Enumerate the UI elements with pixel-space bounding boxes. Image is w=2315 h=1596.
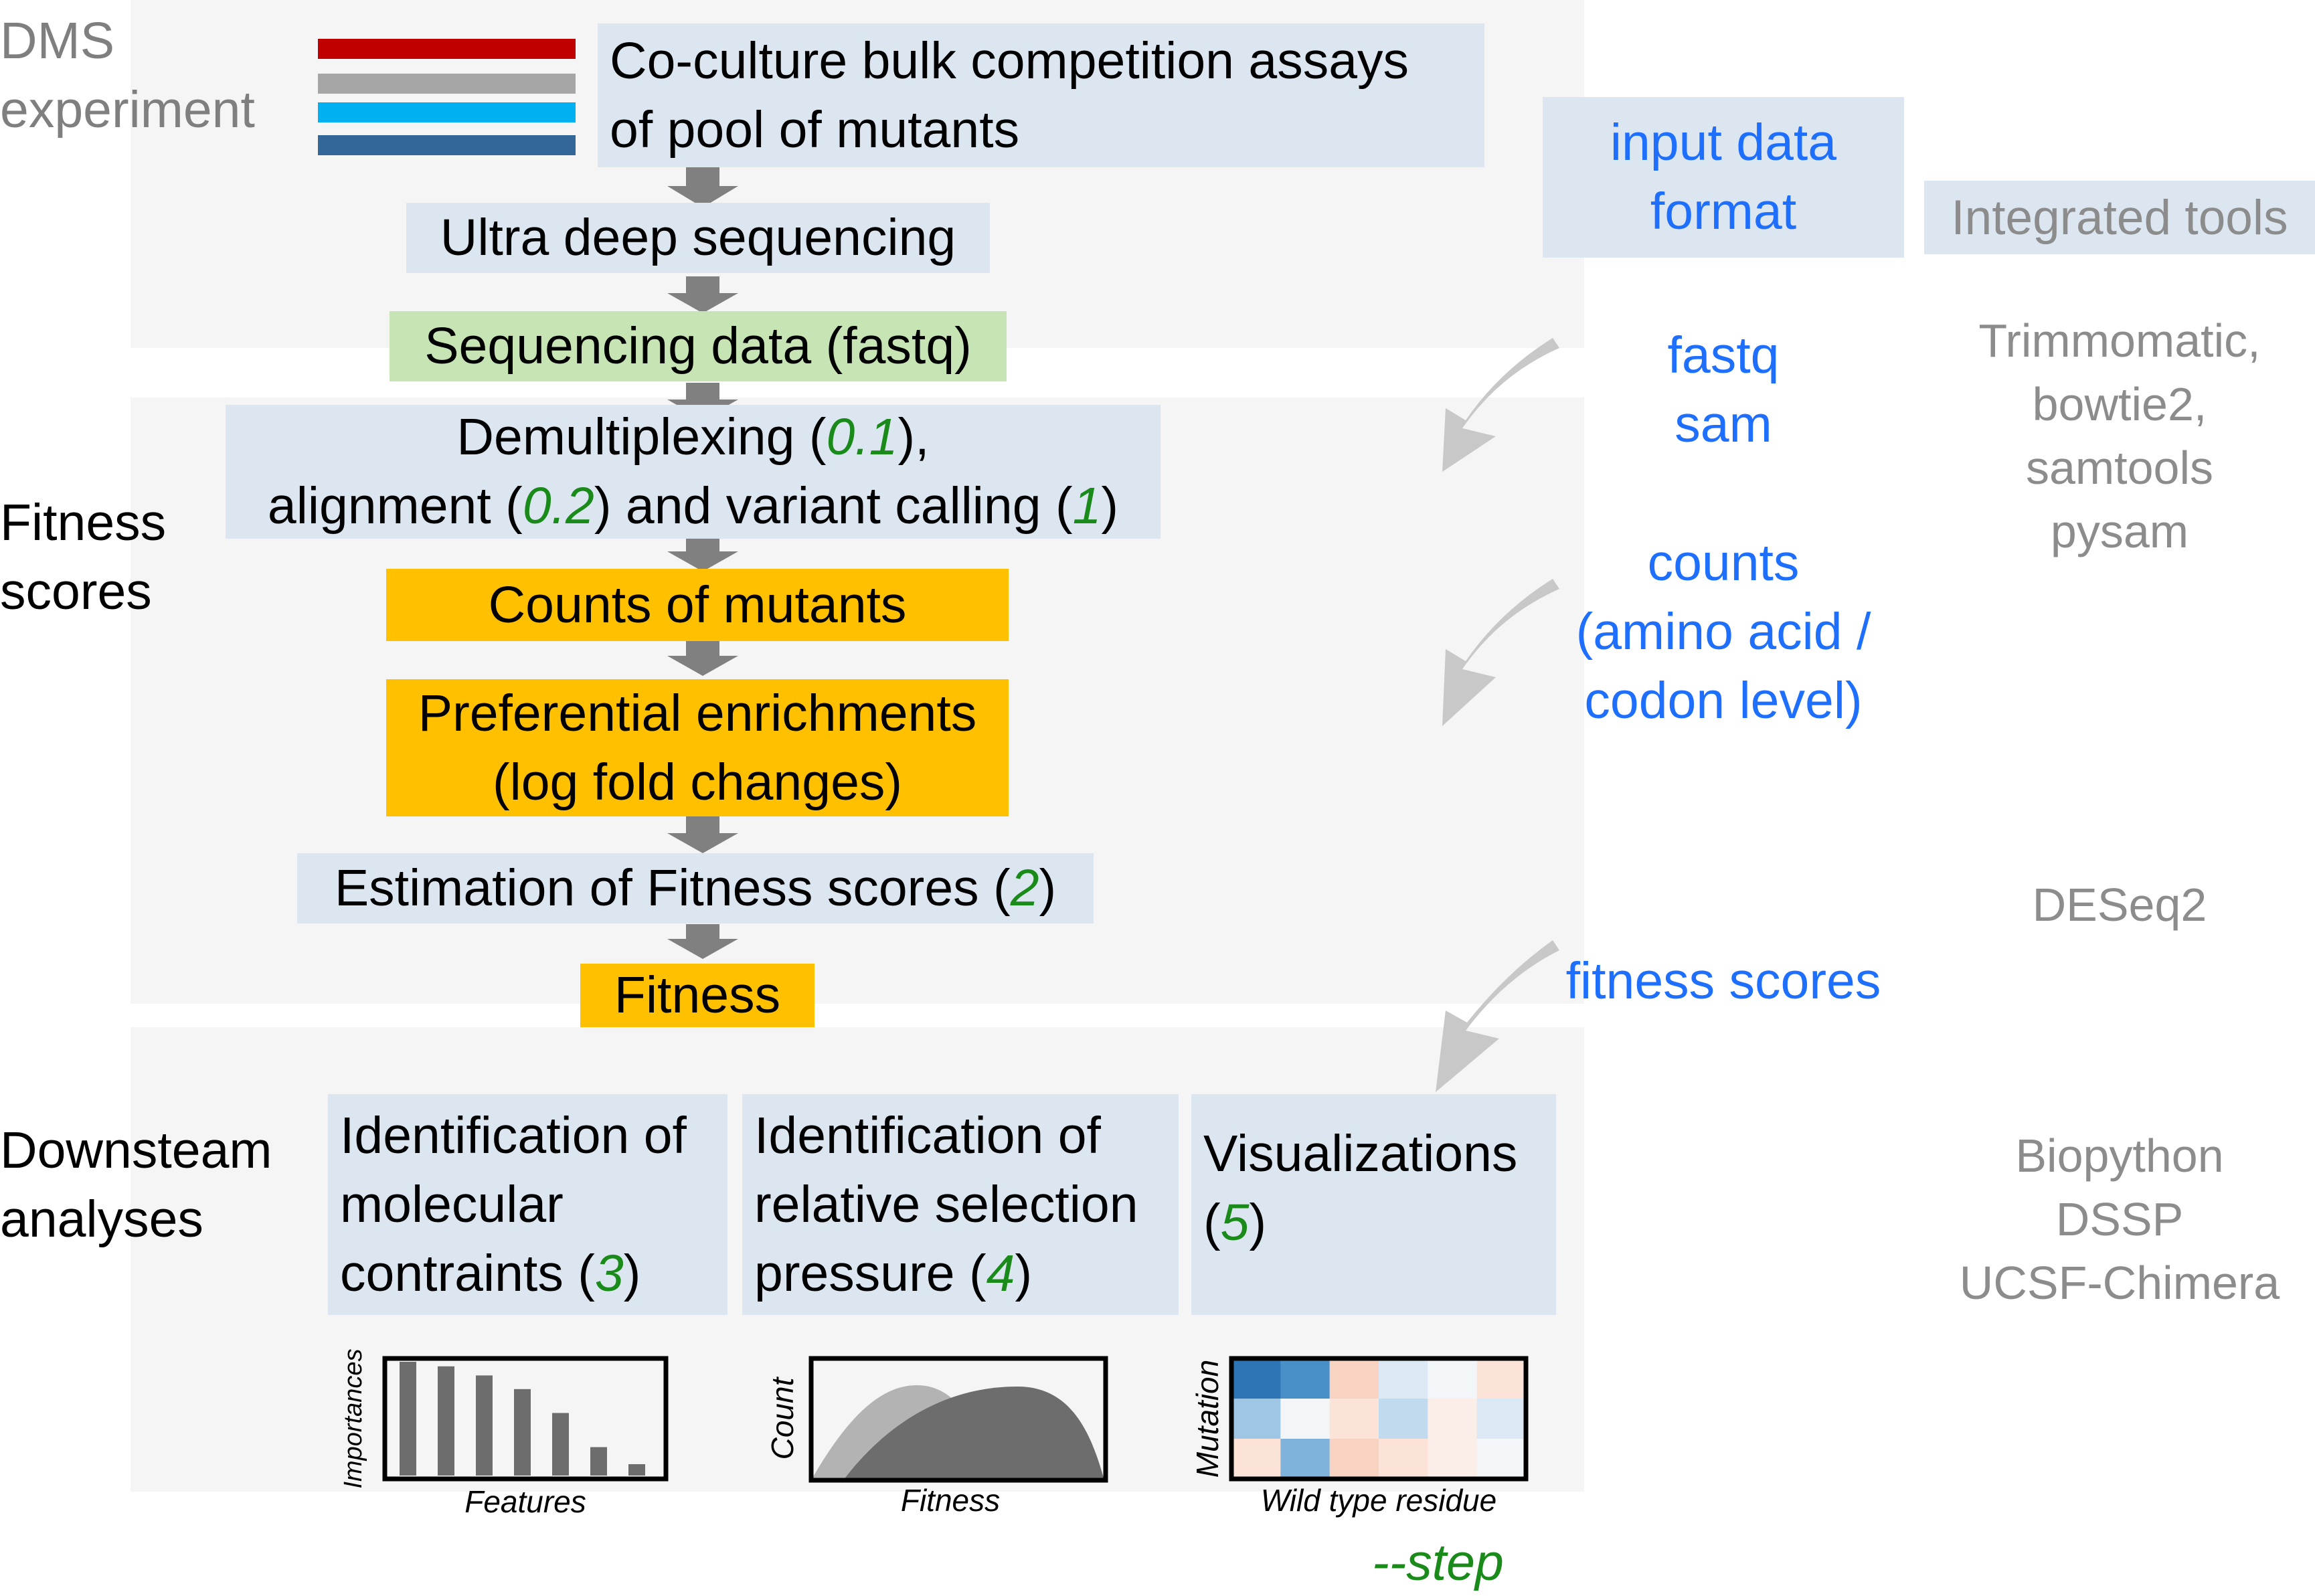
box-identification-selection: Identification of relative selection pre… (742, 1094, 1179, 1315)
step-1: 1 (1072, 477, 1102, 535)
box-fitness: Fitness (580, 964, 814, 1027)
mini-bar-7 (628, 1464, 645, 1476)
format-fastq-sam: fastq sam (1667, 327, 1780, 453)
curved-arrow-2 (1442, 579, 1559, 726)
mini-chart-heatmap: Wild type residue Mutation (1190, 1356, 1529, 1518)
format-fitness-scores: fitness scores (1565, 952, 1881, 1010)
step-legend: --step (1372, 1534, 1504, 1591)
format-counts: counts (amino acid / codon level) (1575, 534, 1871, 729)
heat-cell-0-2 (1329, 1358, 1379, 1399)
heat-cell-2-3 (1379, 1439, 1428, 1480)
header-input-data-format: input data format (1543, 97, 1904, 258)
heat-cell-0-3 (1379, 1358, 1428, 1399)
mini-bar-frame (382, 1356, 669, 1482)
mini-bar-1 (400, 1362, 416, 1476)
arrow-down-7 (667, 924, 738, 959)
box-ultra-deep-sequencing: Ultra deep sequencing (406, 203, 990, 273)
mini-dist-xlabel: Fitness (901, 1483, 1000, 1518)
mini-bar-ylabel: Importances (339, 1348, 367, 1488)
mini-heat-xlabel: Wild type residue (1261, 1483, 1496, 1518)
arrow-down-6 (667, 816, 738, 853)
mutant-bar-red (318, 39, 576, 59)
mini-bar-3 (476, 1375, 493, 1476)
dist-dark (843, 1387, 1104, 1480)
heat-cell-1-2 (1329, 1399, 1379, 1439)
section-label-dms: DMS experiment (0, 12, 255, 139)
heat-cell-0-5 (1476, 1358, 1527, 1399)
box-demultiplexing: Demultiplexing (0.1), alignment (0.2) an… (226, 405, 1161, 539)
mini-bar-xlabel: Features (464, 1484, 586, 1519)
mini-bar-5 (552, 1413, 569, 1476)
curved-arrow-1 (1442, 338, 1559, 472)
mini-heat-frame (1229, 1356, 1529, 1482)
heat-cell-0-1 (1280, 1358, 1331, 1399)
heat-cell-1-4 (1428, 1399, 1478, 1439)
arrow-down-3 (667, 383, 738, 420)
mini-dist-ylabel: Count (765, 1376, 800, 1459)
heat-cell-1-1 (1280, 1399, 1331, 1439)
heat-cell-0-4 (1428, 1358, 1478, 1399)
mini-chart-importances: Features Importances (339, 1348, 669, 1519)
heat-cell-2-4 (1428, 1439, 1478, 1480)
box-sequencing-data: Sequencing data (fastq) (390, 311, 1007, 381)
tools-group-deseq: DESeq2 (2032, 879, 2207, 931)
heat-cell-1-0 (1231, 1399, 1281, 1439)
heat-cell-2-0 (1231, 1439, 1281, 1480)
step-3: 3 (594, 1244, 624, 1302)
heat-cell-0-0 (1231, 1358, 1281, 1399)
mini-bar-2 (438, 1366, 454, 1476)
step-0-2: 0.2 (522, 477, 594, 535)
mini-heat-ylabel: Mutation (1190, 1360, 1225, 1478)
mini-bar-6 (590, 1447, 607, 1476)
curved-arrow-3 (1436, 940, 1559, 1092)
step-4: 4 (986, 1244, 1015, 1302)
box-identification-molecular: Identification of molecular contraints (… (328, 1094, 727, 1315)
heat-cell-2-1 (1280, 1439, 1331, 1480)
mutant-bar-navy (318, 135, 576, 155)
section-label-downstream: Downsteam analyses (0, 1122, 272, 1248)
arrow-down-5 (667, 639, 738, 676)
mini-chart-fitness-distribution: Fitness Count (765, 1356, 1108, 1518)
section-label-fitness: Fitness scores (0, 494, 167, 620)
mutant-bar-cyan (318, 102, 576, 122)
box-visualizations: Visualizations (5) (1191, 1094, 1556, 1315)
arrow-down-1 (667, 167, 738, 207)
arrow-down-4 (667, 537, 738, 571)
step-5: 5 (1220, 1194, 1250, 1251)
heat-cell-1-3 (1379, 1399, 1428, 1439)
header-integrated-tools: Integrated tools (1924, 181, 2315, 254)
tools-group-alignment: Trimmomatic, bowtie2, samtools pysam (1978, 315, 2261, 557)
box-estimation-fitness: Estimation of Fitness scores (2) (297, 853, 1094, 923)
mini-bar-4 (514, 1389, 531, 1476)
mini-dist-frame (808, 1356, 1108, 1483)
box-coculture-assays: Co-culture bulk competition assays of po… (598, 23, 1484, 167)
box-counts-of-mutants: Counts of mutants (386, 569, 1009, 641)
heat-cell-1-5 (1476, 1399, 1527, 1439)
heat-cell-2-5 (1476, 1439, 1527, 1480)
step-0-1: 0.1 (826, 408, 898, 466)
mutant-bar-grey (318, 74, 576, 94)
box-preferential-enrichments: Preferential enrichments (log fold chang… (386, 679, 1009, 816)
arrow-down-2 (667, 276, 738, 313)
tools-group-structure: Biopython DSSP UCSF-Chimera (1959, 1130, 2280, 1309)
heat-cell-2-2 (1329, 1439, 1379, 1480)
step-2: 2 (1010, 859, 1039, 917)
